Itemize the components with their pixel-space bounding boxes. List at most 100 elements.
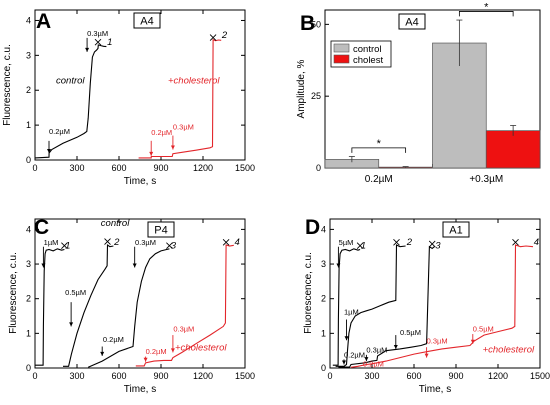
panel-b-sample-label: A4 xyxy=(405,17,418,29)
panel-b-legend-label-control: control xyxy=(353,44,382,55)
panel-c-y-tick-label: 0 xyxy=(26,363,31,373)
panel-a-y-tick-label: 1 xyxy=(26,120,31,130)
panel-d-annotation-2: 2 xyxy=(406,237,413,248)
panel-c-y-tick-label: 4 xyxy=(26,224,31,234)
panel-b-legend-swatch-control xyxy=(333,43,350,53)
panel-d-trace-end-mark xyxy=(512,238,519,246)
panel-a-annotation-1: 1 xyxy=(107,37,112,48)
panel-a-annotation-2: 2 xyxy=(221,30,228,41)
panel-d-annotation-0-5-m: 0.5µM xyxy=(400,328,421,337)
panel-d-y-tick-label: 0 xyxy=(321,363,326,373)
panel-d-y-tick-label: 4 xyxy=(321,224,326,234)
panel-a-y-tick-label: 4 xyxy=(26,15,31,25)
panel-c-annotation-0-3-m: 0.3µM xyxy=(135,238,156,247)
panel-c-annotation-arrowhead xyxy=(100,351,105,356)
panel-c-annotation-0-2-m: 0.2µM xyxy=(146,347,167,356)
panel-a-annotation-0-3-m: 0.3µM xyxy=(87,29,108,38)
panel-b-y-tick-label: 0 xyxy=(316,163,321,173)
panel-d-annotation-0-5-m: 0.5µM xyxy=(473,325,494,334)
panel-c-trace-3 xyxy=(87,248,170,368)
panel-b-sample-box xyxy=(398,13,426,30)
panel-d-x-tick-label: 900 xyxy=(448,371,463,381)
panel-c: 0 300 600 900 1200 1500 0 1 2 3 4 Time, s Fluorescen… xyxy=(8,218,255,395)
panel-b-bar-cholest-0-3-m xyxy=(485,130,541,169)
panel-label-d: D xyxy=(305,216,320,239)
panel-c-trace-1 xyxy=(35,248,65,366)
panel-b-y-tick-label: 50 xyxy=(311,19,321,29)
panel-d-annotation-0-2-m: 0.2µM xyxy=(344,351,365,360)
panel-c-plot-frame xyxy=(34,218,246,369)
panel-d-trace-end-mark xyxy=(393,238,400,246)
panel-d-annotation-0-3-m: 0.3µM xyxy=(427,337,448,346)
panel-d-annotation-arrowhead xyxy=(336,263,341,268)
panel-c-annotation-arrowhead xyxy=(41,263,46,268)
panel-a-plot-frame xyxy=(34,9,246,161)
panel-b-category-label: 0.2µM xyxy=(365,174,393,185)
panel-label-c: C xyxy=(34,216,49,239)
panel-d-annotation-arrowhead xyxy=(393,344,398,349)
panel-c-x-tick-label: 600 xyxy=(111,371,126,381)
panel-c-y-tick-label: 3 xyxy=(26,259,31,269)
panel-a-y-tick-label: 0 xyxy=(26,155,31,165)
panel-a-y-tick-label: 3 xyxy=(26,50,31,60)
panel-d: 0 300 600 900 1200 1500 0 1 2 3 4 Time, s Fluorescen… xyxy=(303,218,550,395)
panel-d-x-tick-label: 300 xyxy=(364,371,379,381)
panel-a-trace-1 xyxy=(34,44,107,159)
panel-b-significance-star: * xyxy=(484,1,489,13)
panel-c-x-tick-label: 1500 xyxy=(235,371,255,381)
panel-c-sample-box xyxy=(147,221,175,238)
panel-b-y-tick-label: 25 xyxy=(311,91,321,101)
panel-d-trace-1 xyxy=(332,248,361,366)
panel-c-annotation-arrowhead xyxy=(143,357,148,362)
panel-d-sample-label: A1 xyxy=(449,225,462,237)
panel-d-x-tick-label: 1500 xyxy=(530,371,550,381)
panel-d-trace-end-mark xyxy=(428,240,436,248)
panel-c-annotation-0-2-m: 0.2µM xyxy=(103,335,124,344)
panel-b-significance-bracket xyxy=(351,147,407,153)
panel-c-annotation-arrowhead xyxy=(132,263,137,268)
panel-a-x-tick-label: 300 xyxy=(69,163,84,173)
panel-b-significance-bracket xyxy=(458,11,514,17)
panel-c-trace-2 xyxy=(63,243,114,367)
panel-letters: A B C D xyxy=(34,10,320,239)
panel-d-annotation-arrowhead xyxy=(342,360,346,365)
panel-c-trace-4 xyxy=(135,244,234,367)
panel-label-b: B xyxy=(300,12,315,35)
panel-c-trace-end-mark xyxy=(222,238,230,246)
panel-a-sample-label: A4 xyxy=(140,16,153,28)
panel-d-x-tick-label: 0 xyxy=(327,371,332,381)
panel-a-annotation-0-2-m: 0.2µM xyxy=(151,128,172,137)
panel-c-x-axis-label: Time, s xyxy=(124,384,156,395)
panel-d-annotation-arrowhead xyxy=(424,353,429,358)
panel-a-x-tick-label: 600 xyxy=(111,163,126,173)
panel-c-annotation-cholesterol: +cholesterol xyxy=(175,343,227,354)
panel-d-trace-2 xyxy=(335,244,406,367)
panel-c-x-tick-label: 900 xyxy=(153,371,168,381)
panel-c-y-tick-label: 1 xyxy=(26,328,31,338)
panel-a-annotation-0-3-m: 0.3µM xyxy=(173,122,194,131)
panel-d-trace-3 xyxy=(338,245,435,368)
panel-d-annotation-1: 1 xyxy=(361,240,366,251)
panel-a-annotation-arrowhead xyxy=(170,145,175,150)
panel-c-annotation-2: 2 xyxy=(113,237,120,248)
panel-c-annotation-0-5-m: 0.5µM xyxy=(65,288,86,297)
panel-a-annotation-cholesterol: +cholesterol xyxy=(168,75,220,86)
panel-d-x-tick-label: 1200 xyxy=(488,371,508,381)
panel-a-x-tick-label: 0 xyxy=(32,163,37,173)
panel-a-x-tick-label: 1500 xyxy=(235,163,255,173)
panel-c-y-tick-label: 2 xyxy=(26,294,31,304)
panel-c-trace-end-mark xyxy=(61,242,68,250)
panel-d-x-tick-label: 600 xyxy=(406,371,421,381)
panel-a: 0 300 600 900 1200 1500 0 1 2 3 4 Time, s Fluorescen… xyxy=(2,9,255,187)
panel-d-annotation-0-3-m: 0.3µM xyxy=(366,345,387,354)
panel-a-annotation-arrowhead xyxy=(149,151,154,156)
panel-c-trace-end-mark xyxy=(166,242,173,250)
panel-c-annotation-control: control xyxy=(101,218,130,229)
panel-b-category-label: +0.3µM xyxy=(469,174,503,185)
panel-c-x-tick-label: 0 xyxy=(32,371,37,381)
panel-b-significance-star: * xyxy=(377,138,382,150)
panel-d-y-tick-label: 1 xyxy=(321,328,326,338)
panel-b-legend-label-cholest: cholest xyxy=(353,55,383,66)
panel-b: 0 25 50 Amplitude, % 0.2µM * +0.3µM * A4 controlc… xyxy=(296,1,541,185)
